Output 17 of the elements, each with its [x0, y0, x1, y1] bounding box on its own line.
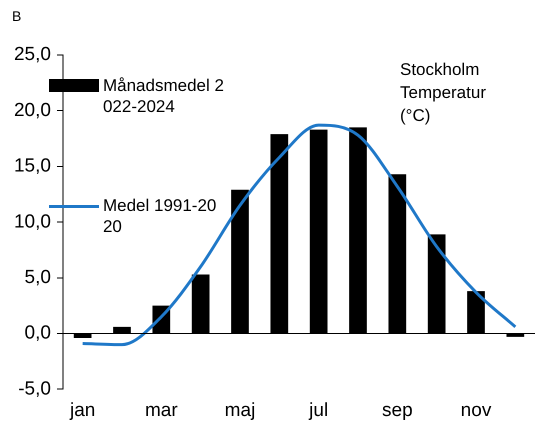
y-tick-label: 20,0: [14, 100, 51, 121]
x-tick-label: nov: [460, 400, 492, 421]
y-tick-label: 15,0: [14, 156, 51, 177]
y-tick-label: 10,0: [14, 211, 51, 232]
x-tick-label: jul: [308, 400, 328, 421]
y-tick-label: -5,0: [18, 378, 51, 400]
y-tick-label: 5,0: [24, 267, 51, 288]
x-tick-label: jan: [68, 400, 96, 421]
legend-label: Medel 1991-2020: [102, 195, 218, 237]
text: Stockholm Temperatur (°C): [400, 59, 487, 127]
x-tick-label: sep: [382, 400, 413, 421]
legend-label: Månadsmedel 2022-2024: [102, 75, 225, 117]
text: B: [12, 8, 22, 24]
x-tick-label: mar: [144, 400, 178, 421]
y-tick-label: 25,0: [14, 44, 51, 66]
x-tick-label: maj: [224, 400, 256, 421]
y-tick-label: 0,0: [24, 322, 51, 344]
